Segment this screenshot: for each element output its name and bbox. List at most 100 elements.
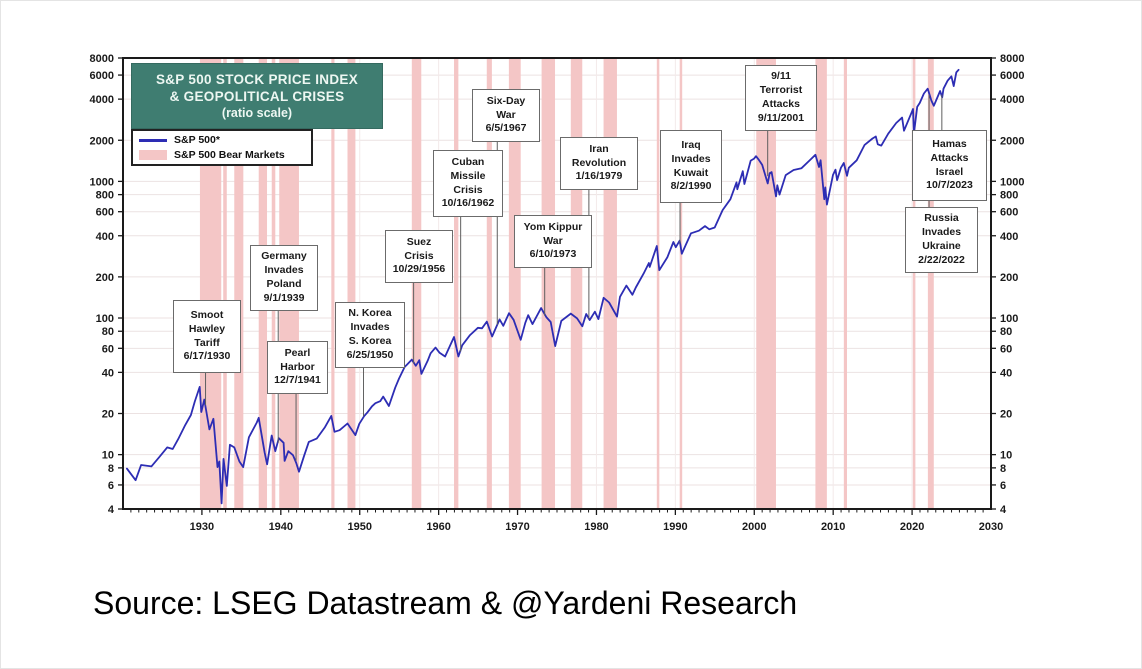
y-tick-label-left: 200 (96, 272, 114, 284)
event-callout-line: Invades (921, 226, 962, 239)
x-tick-label: 1930 (190, 521, 214, 533)
legend-band-swatch (139, 150, 167, 160)
y-tick-label-right: 20 (1000, 409, 1012, 421)
x-tick-label: 1960 (426, 521, 450, 533)
y-tick-label-left: 80 (102, 326, 114, 338)
y-tick-label-right: 8 (1000, 463, 1006, 475)
event-callout-line: 10/16/1962 (441, 197, 495, 210)
event-callout-line: Six-Day (486, 94, 526, 107)
bear-market-band (223, 58, 227, 509)
event-callout-line: Terrorist (759, 84, 803, 97)
event-callout-line: War (543, 234, 563, 247)
event-callout-line: Invades (264, 264, 304, 277)
bear-market-band (843, 58, 847, 509)
event-callout-line: 1/16/1979 (575, 170, 623, 183)
event-callout-line: Tariff (194, 336, 220, 349)
legend-label-bear-markets: S&P 500 Bear Markets (174, 149, 285, 161)
bear-market-band (656, 58, 660, 509)
event-callout-line: 6/25/1950 (346, 348, 394, 361)
event-callout-line: Israel (935, 165, 964, 178)
event-callout-line: Russia (924, 212, 959, 225)
y-tick-label-left: 10 (102, 450, 114, 462)
event-callout: Suez Crisis 10/29/1956 (385, 230, 453, 283)
y-tick-label-left: 6000 (90, 70, 114, 82)
bear-market-band (234, 58, 244, 509)
event-callout-line: Harbor (280, 360, 315, 373)
y-tick-label-left: 8 (108, 463, 114, 475)
y-tick-label-left: 8000 (90, 53, 114, 65)
bear-market-band (331, 58, 335, 509)
event-callout-line: 6/5/1967 (485, 122, 527, 135)
y-tick-label-left: 4 (108, 504, 115, 516)
event-callout-line: 2/22/2022 (918, 253, 965, 266)
event-callout: Iran Revolution 1/16/1979 (560, 137, 638, 190)
event-callout-line: 8/2/1990 (670, 180, 712, 193)
y-tick-label-right: 1000 (1000, 176, 1024, 188)
event-callout-line: Invades (671, 152, 711, 165)
y-tick-label-right: 200 (1000, 272, 1018, 284)
x-tick-label: 1990 (663, 521, 687, 533)
y-tick-label-left: 20 (102, 409, 114, 421)
event-callout-line: Iran (589, 142, 609, 155)
y-tick-label-left: 400 (96, 231, 114, 243)
bear-market-band (541, 58, 556, 509)
event-callout: Hamas Attacks Israel 10/7/2023 (912, 130, 987, 201)
event-callout-line: Attacks (762, 98, 800, 110)
event-callout-line: Ukraine (922, 240, 961, 252)
source-text: Source: LSEG Datastream & @Yardeni Resea… (93, 585, 798, 621)
y-tick-label-right: 800 (1000, 190, 1018, 202)
y-tick-label-right: 2000 (1000, 135, 1024, 147)
bear-market-band (603, 58, 617, 509)
event-callout-line: Poland (266, 278, 302, 290)
event-callout-line: Invades (350, 321, 390, 334)
chart-title-line3: (ratio scale) (221, 106, 293, 120)
event-callout-line: Hamas (932, 137, 967, 150)
event-callout-line: 10/7/2023 (926, 179, 973, 192)
event-callout-line: Kuwait (673, 166, 709, 179)
event-callout-line: 12/7/1941 (274, 374, 321, 387)
x-tick-label: 2000 (742, 521, 766, 533)
event-callout-line: 9/1/1939 (263, 291, 305, 304)
x-tick-label: 1950 (347, 521, 371, 533)
event-callout: Pearl Harbor 12/7/1941 (267, 341, 328, 394)
event-callout-line: 9/11 (771, 70, 791, 83)
sp500-line (126, 68, 960, 505)
y-tick-label-right: 60 (1000, 343, 1012, 355)
y-tick-label-right: 8000 (1000, 53, 1024, 65)
x-tick-label: 2020 (900, 521, 924, 533)
chart-title-box: S&P 500 STOCK PRICE INDEX & GEOPOLITICAL… (131, 63, 383, 129)
y-tick-label-right: 600 (1000, 207, 1018, 219)
event-callout: Cuban Missile Crisis 10/16/1962 (433, 150, 503, 217)
event-callout-line: S. Korea (348, 335, 392, 347)
y-tick-label-right: 4 (1000, 504, 1007, 516)
bear-market-band (508, 58, 521, 509)
y-tick-label-left: 40 (102, 367, 114, 379)
bear-market-band (411, 58, 422, 509)
event-callout-line: Cuban (451, 155, 485, 168)
event-callout-line: 10/29/1956 (392, 263, 446, 276)
chart-title-line1: S&P 500 STOCK PRICE INDEX (155, 72, 359, 87)
event-callout: 9/11 Terrorist Attacks 9/11/2001 (745, 65, 817, 131)
event-callout-line: Crisis (404, 249, 434, 262)
x-tick-label: 1940 (269, 521, 293, 533)
event-callout-line: 6/17/1930 (183, 350, 231, 363)
y-tick-label-left: 100 (96, 313, 114, 325)
event-callout: Yom Kippur War 6/10/1973 (514, 215, 592, 268)
x-tick-label: 1970 (505, 521, 529, 533)
y-tick-label-left: 600 (96, 207, 114, 219)
y-tick-label-left: 2000 (90, 135, 114, 147)
bear-market-band (756, 58, 776, 509)
event-callout-line: Crisis (453, 183, 483, 196)
event-callout-line: Iraq (681, 138, 701, 151)
y-tick-label-left: 6 (108, 480, 114, 492)
legend-item-bear-markets: S&P 500 Bear Markets (139, 149, 305, 161)
event-callout-line: Missile (450, 169, 486, 182)
event-callout: Russia Invades Ukraine 2/22/2022 (905, 207, 978, 273)
y-tick-label-left: 1000 (90, 176, 114, 188)
bear-market-band (912, 58, 916, 509)
event-callout-line: Smoot (190, 308, 224, 321)
y-tick-label-right: 4000 (1000, 94, 1024, 106)
legend-line-swatch (139, 138, 167, 142)
event-callout: Iraq Invades Kuwait 8/2/1990 (660, 130, 722, 203)
bear-market-band (454, 58, 459, 509)
